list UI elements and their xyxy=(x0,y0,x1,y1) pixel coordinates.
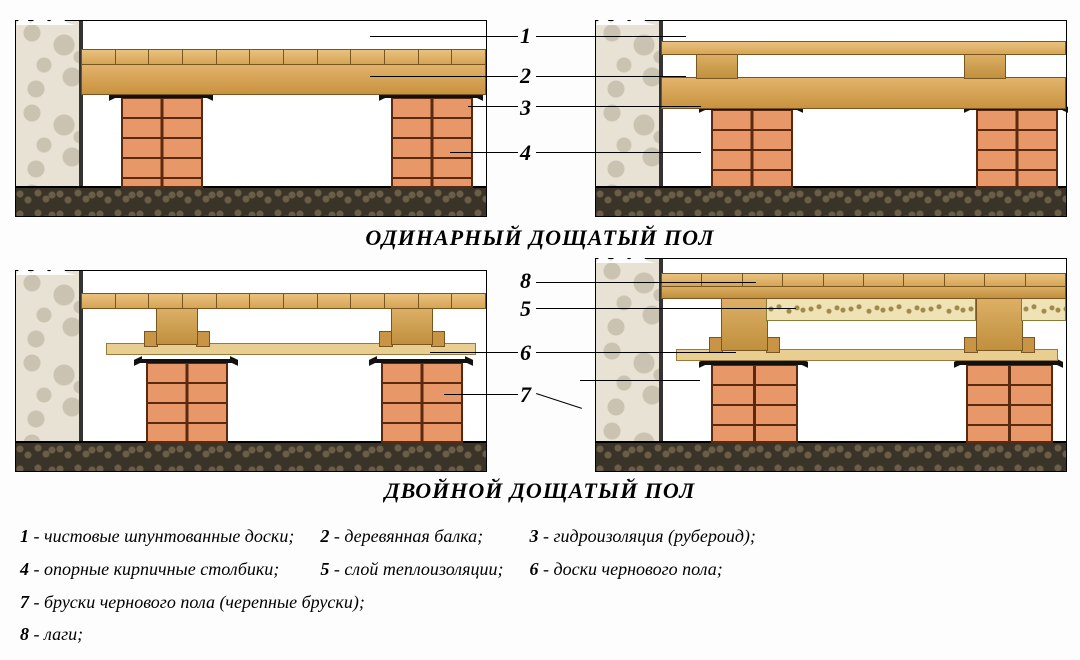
joist xyxy=(156,307,198,345)
brick-pillar xyxy=(711,108,793,188)
joist xyxy=(976,297,1023,351)
damp-proof xyxy=(375,359,467,363)
callout-8: 8 xyxy=(520,268,531,294)
legend-row: 1 - чистовые шпунтованные доски; 2 - дер… xyxy=(20,522,780,553)
wood-beam xyxy=(81,63,486,95)
leader xyxy=(536,106,701,107)
brick-pillar xyxy=(966,363,1053,443)
wall-tear xyxy=(596,11,656,25)
insulation-layer xyxy=(1021,297,1066,321)
floor-planks xyxy=(661,273,1066,287)
callout-1: 1 xyxy=(520,23,531,49)
gravel-bed xyxy=(596,186,1066,216)
damp-proof xyxy=(705,361,802,365)
ledger-strip xyxy=(766,337,780,353)
callout-5: 5 xyxy=(520,296,531,322)
brick-pillar xyxy=(391,96,473,188)
brick-pillar xyxy=(121,96,203,188)
leader xyxy=(536,352,736,353)
leader xyxy=(580,380,700,381)
callout-4: 4 xyxy=(520,140,531,166)
floor-planks xyxy=(81,293,486,309)
leader-diag xyxy=(536,393,582,409)
leader xyxy=(468,106,518,107)
wall-tear xyxy=(16,11,76,25)
leader xyxy=(430,352,518,353)
panel-single-right xyxy=(595,20,1067,217)
brick-pillar xyxy=(381,361,463,443)
joist xyxy=(721,297,768,351)
legend-table: 1 - чистовые шпунтованные доски; 2 - дер… xyxy=(18,520,782,653)
callout-7: 7 xyxy=(520,382,531,408)
legend-row: 4 - опорные кирпичные столбики; 5 - слой… xyxy=(20,555,780,586)
legend: 1 - чистовые шпунтованные доски; 2 - дер… xyxy=(18,520,1062,653)
damp-proof xyxy=(960,361,1057,365)
leader xyxy=(450,152,518,153)
diagram-page: 1 2 3 4 одинарный дощатый пол xyxy=(0,0,1080,660)
gravel-bed xyxy=(16,441,486,471)
floor-planks xyxy=(661,41,1066,55)
panel-double-left xyxy=(15,270,487,472)
leader xyxy=(370,76,518,77)
joist-end xyxy=(696,53,738,79)
joist xyxy=(391,307,433,345)
insulation-layer xyxy=(766,297,976,321)
panel-single-left xyxy=(15,20,487,217)
brick-pillar xyxy=(976,108,1058,188)
leader xyxy=(536,282,756,283)
floor-planks xyxy=(81,49,486,65)
callout-6: 6 xyxy=(520,340,531,366)
title-single: одинарный дощатый пол xyxy=(0,225,1080,251)
brick-pillar xyxy=(711,363,798,443)
leader xyxy=(370,36,518,37)
leader xyxy=(536,36,686,37)
foundation-wall xyxy=(596,259,661,471)
damp-proof xyxy=(140,359,232,363)
ledger-strip xyxy=(1021,337,1035,353)
leader xyxy=(536,308,796,309)
legend-row: 7 - бруски чернового пола (черепные брус… xyxy=(20,588,780,619)
callout-2: 2 xyxy=(520,63,531,89)
lagi xyxy=(661,285,1066,299)
callout-3: 3 xyxy=(520,95,531,121)
legend-row: 8 - лаги; xyxy=(20,620,780,651)
ledger-strip xyxy=(196,331,210,347)
leader xyxy=(536,152,701,153)
wood-beam xyxy=(661,77,1066,109)
panel-double-right xyxy=(595,258,1067,472)
ledger-strip xyxy=(431,331,445,347)
title-double: двойной дощатый пол xyxy=(0,478,1080,504)
joist-end xyxy=(964,53,1006,79)
gravel-bed xyxy=(596,441,1066,471)
gravel-bed xyxy=(16,186,486,216)
leader xyxy=(444,394,518,395)
leader xyxy=(536,76,686,77)
brick-pillar xyxy=(146,361,228,443)
